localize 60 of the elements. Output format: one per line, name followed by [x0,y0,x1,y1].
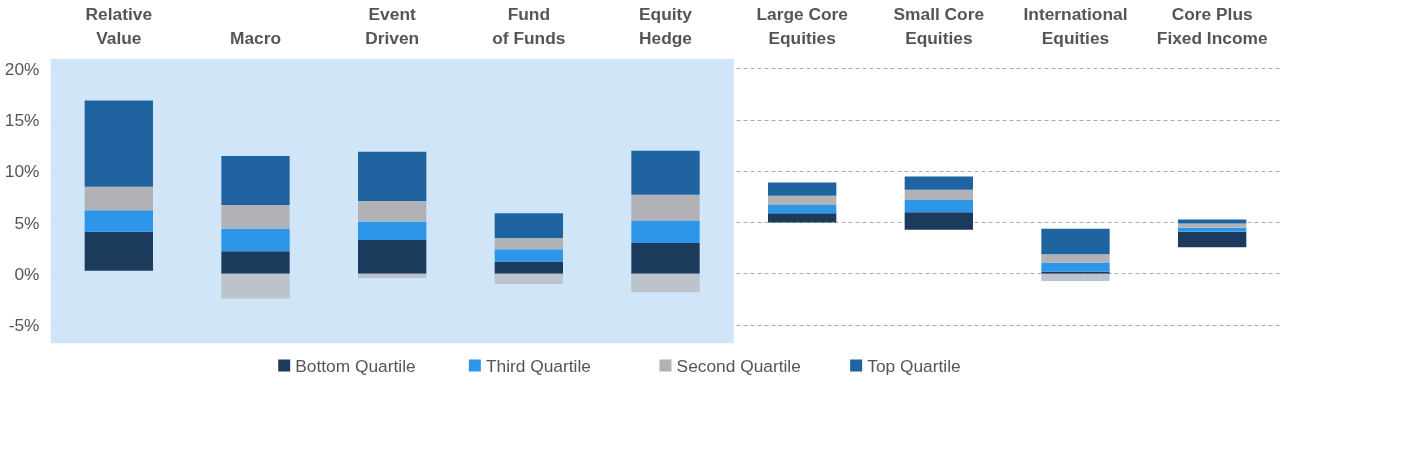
x-tick-label: Macro [229,27,282,48]
bar [768,195,837,206]
x-tick-label: Small Core Equities [893,3,985,48]
bar [84,100,153,187]
bar [84,231,153,271]
bar [358,151,427,201]
bar [221,205,290,229]
bar [84,210,153,232]
bar [904,199,973,213]
x-tick-label: Large Core Equities [756,3,849,48]
bar [221,251,290,274]
bar [1041,228,1110,255]
legend-label: Top Quartile [867,355,961,376]
bar [1041,262,1110,272]
x-tick-label: Equity Hedge [639,3,693,48]
bar [358,239,427,274]
bar [1178,227,1247,232]
bar [631,150,700,195]
x-tick-label: Relative Value [85,3,153,48]
bar [221,155,290,206]
bar [494,261,563,274]
y-tick-label: -5% [8,315,40,336]
bar [84,186,153,211]
bar [494,213,563,238]
bar [221,228,290,252]
x-tick-label: Fund of Funds [492,3,566,48]
bar [904,176,973,190]
y-tick-label: 20% [4,58,40,79]
bar [1041,271,1110,274]
bar [494,237,563,250]
bar [631,273,700,293]
bar [631,220,700,244]
legend-label: Second Quartile [676,355,801,376]
bar [1178,223,1247,228]
bar [904,189,973,200]
y-tick-label: 0% [14,263,40,284]
bar [631,194,700,221]
y-tick-label: 5% [14,212,40,233]
legend-label: Third Quartile [485,355,591,376]
bar [358,221,427,240]
bar [1041,273,1110,281]
y-tick-label: 15% [4,110,40,131]
bar [768,182,837,196]
bar [631,243,700,274]
x-tick-label: Event Driven [365,3,420,48]
bar [221,273,290,299]
bar [768,205,837,214]
bar [1178,219,1247,224]
x-tick-label: Core Plus Fixed Income [1156,3,1268,48]
bar [494,249,563,262]
bar [904,212,973,230]
bar [358,201,427,222]
bar [494,273,563,285]
bar [768,213,837,223]
bar [1178,231,1247,248]
bar [358,273,427,278]
bar [1041,254,1110,263]
x-tick-label: International Equities [1023,3,1128,48]
legend-label: Bottom Quartile [295,355,416,376]
y-tick-label: 10% [4,161,40,182]
